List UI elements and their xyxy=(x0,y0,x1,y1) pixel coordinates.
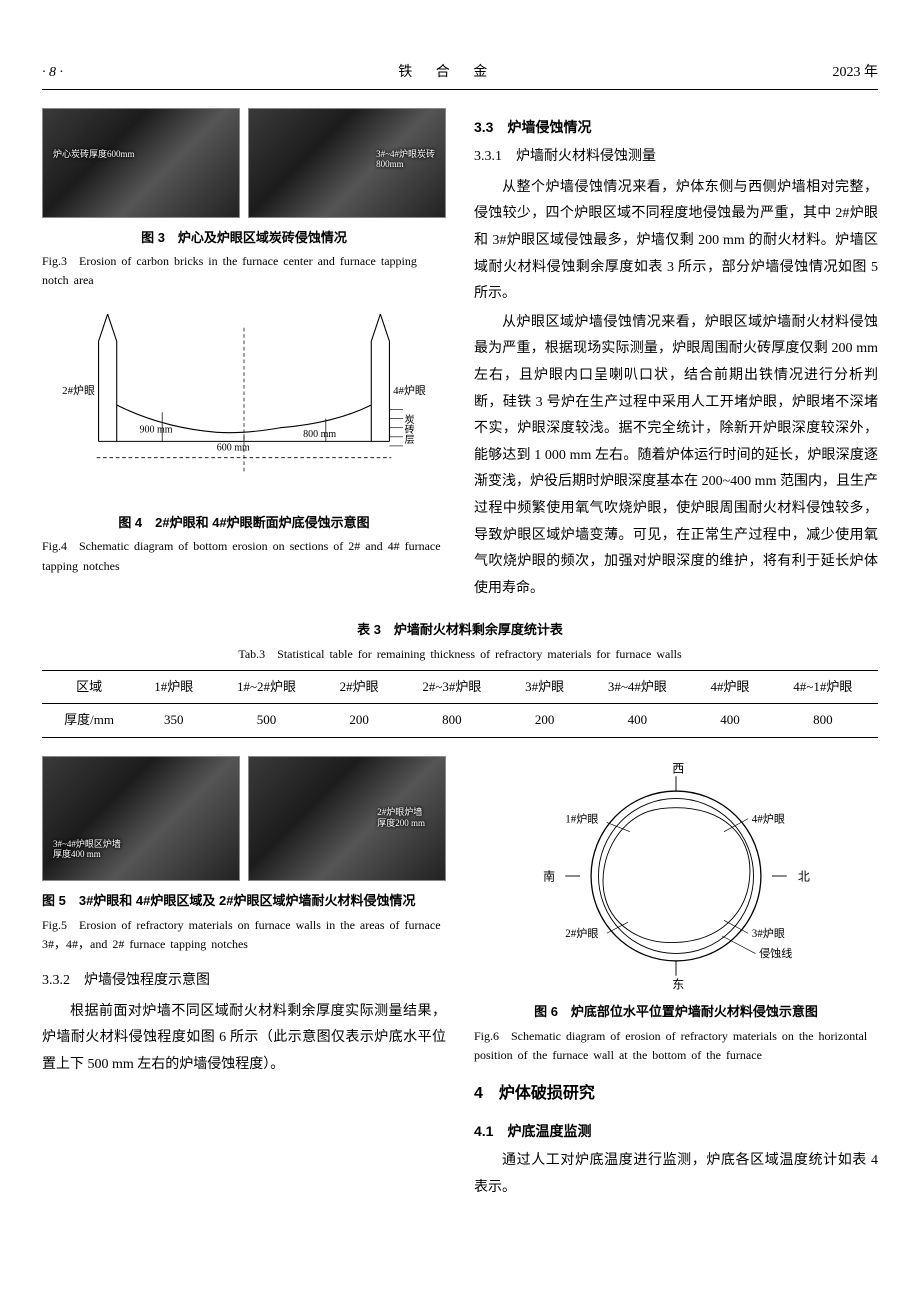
table3-v0: 350 xyxy=(136,704,211,738)
fig4-label-left: 2#炉眼 xyxy=(62,384,95,397)
para-332: 根据前面对炉墙不同区域耐火材料剩余厚度实际测量结果，炉墙耐火材料侵蚀程度如图 6… xyxy=(42,999,446,1079)
fig3-caption-cn: 图 3 炉心及炉眼区域炭砖侵蚀情况 xyxy=(42,226,446,251)
table3-col-4: 2#~3#炉眼 xyxy=(397,670,507,704)
section-4: 4 炉体破损研究 xyxy=(474,1079,878,1109)
fig4-svg: 2#炉眼 4#炉眼 炭砖层 900 mm 600 mm 800 mm xyxy=(42,305,446,505)
table3-v1: 500 xyxy=(211,704,321,738)
page-header: · 8 · 铁 合 金 2023 年 xyxy=(42,60,878,90)
fig6-lbl-ne: 4#炉眼 xyxy=(752,813,785,826)
table3-v2: 200 xyxy=(322,704,397,738)
page-number: · 8 · xyxy=(42,60,63,87)
fig6-lbl-nw: 1#炉眼 xyxy=(565,813,598,826)
fig5-caption-en: Fig.5 Erosion of refractory materials on… xyxy=(42,916,446,954)
table3-col-6: 3#~4#炉眼 xyxy=(582,670,692,704)
page-year: 2023 年 xyxy=(833,60,879,87)
section-3-3: 3.3 炉墙侵蚀情况 xyxy=(474,114,878,141)
table3-v7: 800 xyxy=(768,704,878,738)
right-column-bottom: 西 东 南 北 1#炉眼 4#炉眼 2#炉眼 3#炉眼 xyxy=(474,756,878,1203)
para-3-3-a: 从整个炉墙侵蚀情况来看，炉体东侧与西侧炉墙相对完整，侵蚀较少，四个炉眼区域不同程… xyxy=(474,175,878,308)
fig5-caption-cn: 图 5 3#炉眼和 4#炉眼区域及 2#炉眼区域炉墙耐火材料侵蚀情况 xyxy=(42,889,446,914)
fig4-side: 炭砖层 xyxy=(402,414,414,445)
fig4-label-right: 4#炉眼 xyxy=(393,384,426,397)
figure-3-photos: 炉心炭砖厚度600mm 3#~4#炉眼炭砖 800mm xyxy=(42,108,446,218)
table-3: 区域 1#炉眼 1#~2#炉眼 2#炉眼 2#~3#炉眼 3#炉眼 3#~4#炉… xyxy=(42,670,878,738)
fig6-lbl-se: 3#炉眼 xyxy=(752,927,785,940)
section-3-3-2: 3.3.2 炉墙侵蚀程度示意图 xyxy=(42,968,446,995)
fig6-caption-en: Fig.6 Schematic diagram of erosion of re… xyxy=(474,1027,878,1065)
table3-v5: 400 xyxy=(582,704,692,738)
figure-4-diagram: 2#炉眼 4#炉眼 炭砖层 900 mm 600 mm 800 mm xyxy=(42,305,446,505)
fig4-caption-cn: 图 4 2#炉眼和 4#炉眼断面炉底侵蚀示意图 xyxy=(42,511,446,536)
table3-rowlabel: 厚度/mm xyxy=(42,704,136,738)
fig4-dim-b: 600 mm xyxy=(217,442,250,453)
fig3-photo-right: 3#~4#炉眼炭砖 800mm xyxy=(248,108,446,218)
table3-col-0: 区域 xyxy=(42,670,136,704)
figure-6-diagram: 西 东 南 北 1#炉眼 4#炉眼 2#炉眼 3#炉眼 xyxy=(474,756,878,996)
bottom-columns: 3#~4#炉眼区炉墙 厚度400 mm 2#炉眼炉墙 厚度200 mm 图 5 … xyxy=(42,756,878,1203)
fig5-photo-right: 2#炉眼炉墙 厚度200 mm xyxy=(248,756,446,881)
compass-w: 南 xyxy=(543,869,555,884)
table3-v6: 400 xyxy=(692,704,767,738)
para-4-1: 通过人工对炉底温度进行监测，炉底各区域温度统计如表 4 表示。 xyxy=(474,1148,878,1201)
table3-caption-en: Tab.3 Statistical table for remaining th… xyxy=(42,643,878,666)
table3-caption-cn: 表 3 炉墙耐火材料剩余厚度统计表 xyxy=(42,618,878,643)
table3-v3: 800 xyxy=(397,704,507,738)
fig6-lbl-erode: 侵蚀线 xyxy=(759,946,792,960)
right-column-top: 3.3 炉墙侵蚀情况 3.3.1 炉墙耐火材料侵蚀测量 从整个炉墙侵蚀情况来看，… xyxy=(474,108,878,605)
compass-s: 东 xyxy=(672,978,684,992)
fig4-dim-a: 900 mm xyxy=(139,424,172,435)
table3-col-1: 1#炉眼 xyxy=(136,670,211,704)
table3-col-7: 4#炉眼 xyxy=(692,670,767,704)
journal-title: 铁 合 金 xyxy=(398,60,497,87)
top-columns: 炉心炭砖厚度600mm 3#~4#炉眼炭砖 800mm 图 3 炉心及炉眼区域炭… xyxy=(42,108,878,605)
table3-col-8: 4#~1#炉眼 xyxy=(768,670,878,704)
table3-col-2: 1#~2#炉眼 xyxy=(211,670,321,704)
compass-e: 北 xyxy=(798,870,810,884)
fig3-caption-en: Fig.3 Erosion of carbon bricks in the fu… xyxy=(42,252,446,290)
fig4-dim-c: 800 mm xyxy=(303,428,336,439)
fig4-caption-en: Fig.4 Schematic diagram of bottom erosio… xyxy=(42,537,446,575)
table3-col-5: 3#炉眼 xyxy=(507,670,582,704)
left-column-bottom: 3#~4#炉眼区炉墙 厚度400 mm 2#炉眼炉墙 厚度200 mm 图 5 … xyxy=(42,756,446,1203)
table3-v4: 200 xyxy=(507,704,582,738)
table3-data-row: 厚度/mm 350 500 200 800 200 400 400 800 xyxy=(42,704,878,738)
section-3-3-1: 3.3.1 炉墙耐火材料侵蚀测量 xyxy=(474,144,878,171)
left-column-top: 炉心炭砖厚度600mm 3#~4#炉眼炭砖 800mm 图 3 炉心及炉眼区域炭… xyxy=(42,108,446,605)
section-4-1: 4.1 炉底温度监测 xyxy=(474,1118,878,1145)
fig6-svg: 西 东 南 北 1#炉眼 4#炉眼 2#炉眼 3#炉眼 xyxy=(474,756,878,996)
compass-n: 西 xyxy=(672,762,684,776)
table3-header-row: 区域 1#炉眼 1#~2#炉眼 2#炉眼 2#~3#炉眼 3#炉眼 3#~4#炉… xyxy=(42,670,878,704)
fig6-caption-cn: 图 6 炉底部位水平位置炉墙耐火材料侵蚀示意图 xyxy=(474,1000,878,1025)
fig5-photo-left: 3#~4#炉眼区炉墙 厚度400 mm xyxy=(42,756,240,881)
table3-col-3: 2#炉眼 xyxy=(322,670,397,704)
fig3-photo-left: 炉心炭砖厚度600mm xyxy=(42,108,240,218)
fig6-lbl-sw: 2#炉眼 xyxy=(565,927,598,940)
para-3-3-b: 从炉眼区域炉墙侵蚀情况来看，炉眼区域炉墙耐火材料侵蚀最为严重，根据现场实际测量，… xyxy=(474,310,878,603)
figure-5-photos: 3#~4#炉眼区炉墙 厚度400 mm 2#炉眼炉墙 厚度200 mm xyxy=(42,756,446,881)
